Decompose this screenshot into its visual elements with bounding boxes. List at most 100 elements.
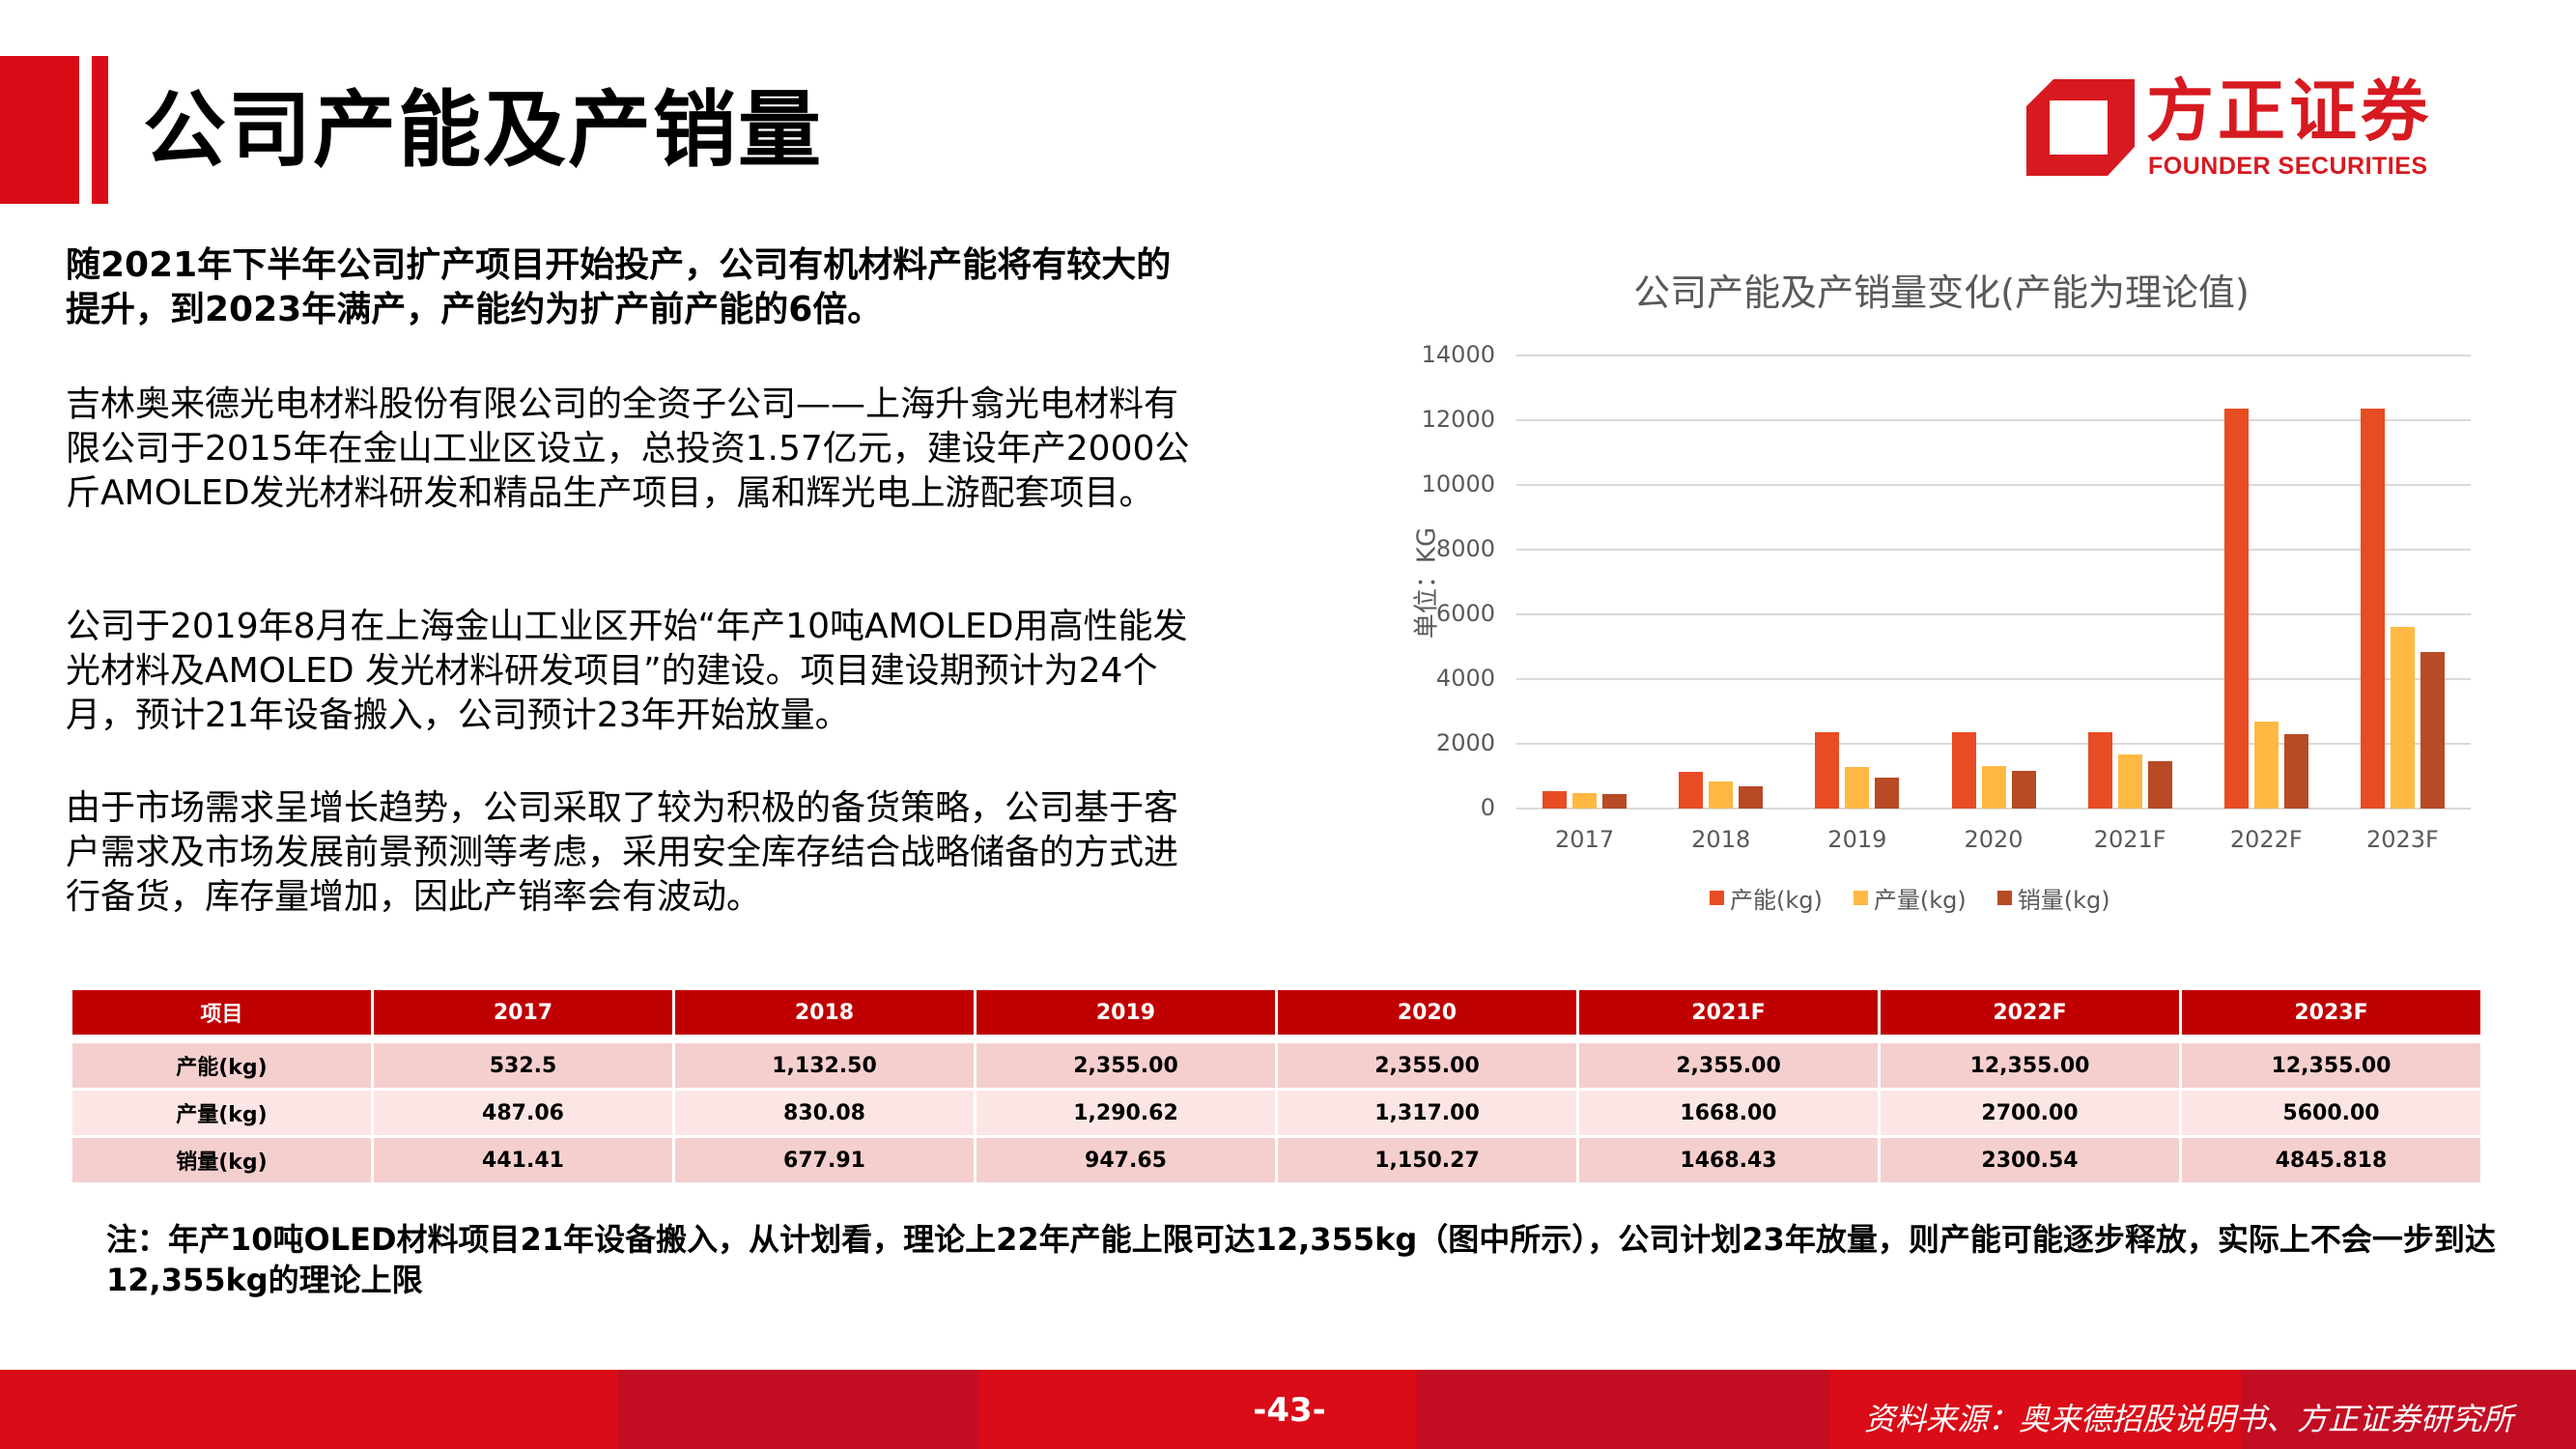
paragraph-project: 公司于2019年8月在上海金山工业区开始“年产10吨AMOLED用高性能发光材料… bbox=[66, 605, 1196, 738]
bar bbox=[1572, 792, 1598, 809]
table-cell: 2,355.00 bbox=[1278, 1043, 1576, 1088]
bar bbox=[1739, 786, 1764, 809]
table-cell: 产量(kg) bbox=[72, 1091, 371, 1135]
table-cell: 1,317.00 bbox=[1278, 1091, 1576, 1135]
y-tick-label: 14000 bbox=[1421, 341, 1495, 368]
bar bbox=[1951, 732, 1976, 809]
paragraph-inventory: 由于市场需求呈增长趋势，公司采取了较为积极的备货策略，公司基于客户需求及市场发展… bbox=[66, 786, 1196, 920]
table-header-cell: 2020 bbox=[1278, 990, 1576, 1035]
legend-swatch-icon bbox=[1710, 891, 1724, 905]
table-header-cell: 2023F bbox=[2182, 990, 2480, 1035]
bar bbox=[1845, 766, 1870, 809]
gridline bbox=[1516, 355, 2471, 356]
table-cell: 947.65 bbox=[977, 1138, 1275, 1182]
table-cell: 销量(kg) bbox=[72, 1138, 371, 1182]
paragraph-text: 吉林奥来德光电材料股份有限公司的全资子公司——上海升翕光电材料有限公司于2015… bbox=[66, 384, 1190, 513]
gridline bbox=[1516, 419, 2471, 421]
table-cell: 2,355.00 bbox=[977, 1043, 1275, 1088]
bar bbox=[1875, 778, 1900, 809]
bar bbox=[2390, 627, 2415, 809]
x-tick-label: 2023F bbox=[2365, 826, 2439, 853]
bar bbox=[2087, 732, 2112, 809]
bar bbox=[2011, 771, 2036, 809]
page-title: 公司产能及产销量 bbox=[143, 82, 823, 179]
table-cell: 2700.00 bbox=[1881, 1091, 2179, 1135]
header-red-block bbox=[0, 56, 79, 204]
table-row: 产能(kg) 532.5 1,132.50 2,355.00 2,355.00 … bbox=[72, 1043, 2480, 1088]
capacity-table: 项目 2017 2018 2019 2020 2021F 2022F 2023F… bbox=[70, 987, 2483, 1185]
table-cell: 532.5 bbox=[374, 1043, 672, 1088]
table-cell: 1,132.50 bbox=[675, 1043, 974, 1088]
gridline bbox=[1516, 484, 2471, 486]
header-red-stripe bbox=[92, 56, 108, 204]
lead-paragraph: 随2021年下半年公司扩产项目开始投产，公司有机材料产能将有较大的提升，到202… bbox=[66, 243, 1196, 332]
table-cell: 12,355.00 bbox=[2182, 1043, 2480, 1088]
bar bbox=[2360, 409, 2385, 809]
x-tick-label: 2022F bbox=[2229, 826, 2303, 853]
bar bbox=[2283, 733, 2308, 809]
gridline bbox=[1516, 808, 2471, 810]
table-cell: 1,290.62 bbox=[977, 1091, 1275, 1135]
footer-band bbox=[0, 1370, 2576, 1449]
founder-securities-logo: 方正证券 FOUNDER SECURITIES bbox=[2021, 68, 2455, 184]
y-tick-label: 8000 bbox=[1435, 535, 1495, 562]
bar bbox=[1602, 794, 1628, 809]
table-cell: 2300.54 bbox=[1881, 1138, 2179, 1182]
bar bbox=[1981, 765, 2006, 809]
table-cell: 677.91 bbox=[675, 1138, 974, 1182]
legend-label: 产量(kg) bbox=[1873, 887, 1967, 914]
table-cell: 5600.00 bbox=[2182, 1091, 2480, 1135]
chart-title: 公司产能及产销量变化(产能为理论值) bbox=[1633, 271, 2250, 314]
lead-text: 随2021年下半年公司扩产项目开始投产，公司有机材料产能将有较大的提升，到202… bbox=[66, 245, 1172, 329]
y-tick-label: 0 bbox=[1480, 794, 1495, 821]
table-cell: 4845.818 bbox=[2182, 1138, 2480, 1182]
table-cell: 1468.43 bbox=[1579, 1138, 1878, 1182]
logo-english-name: FOUNDER SECURITIES bbox=[2148, 153, 2428, 180]
legend-label: 产能(kg) bbox=[1730, 887, 1823, 914]
logo-chinese-name: 方正证券 bbox=[2146, 71, 2432, 151]
gridline bbox=[1516, 743, 2471, 745]
page-number: -43- bbox=[1253, 1391, 1326, 1430]
gridline bbox=[1516, 549, 2471, 551]
x-tick-label: 2021F bbox=[2093, 826, 2166, 853]
x-tick-label: 2017 bbox=[1555, 826, 1615, 853]
table-cell: 487.06 bbox=[374, 1091, 672, 1135]
table-header-cell: 项目 bbox=[72, 990, 371, 1035]
table-header-row: 项目 2017 2018 2019 2020 2021F 2022F 2023F bbox=[72, 990, 2480, 1035]
paragraph-text: 由于市场需求呈增长趋势，公司采取了较为积极的备货策略，公司基于客户需求及市场发展… bbox=[66, 788, 1179, 917]
bar bbox=[1709, 781, 1734, 809]
legend-swatch-icon bbox=[1853, 891, 1868, 905]
table-header-cell: 2021F bbox=[1579, 990, 1878, 1035]
legend-item-sales: 销量(kg) bbox=[1996, 881, 2110, 915]
table-header-cell: 2022F bbox=[1881, 990, 2179, 1035]
table-header-cell: 2019 bbox=[977, 990, 1275, 1035]
table-cell: 830.08 bbox=[675, 1091, 974, 1135]
source-citation: 资料来源：奥来德招股说明书、方正证券研究所 bbox=[1864, 1401, 2514, 1437]
legend-item-output: 产量(kg) bbox=[1853, 881, 1967, 915]
table-row: 产量(kg) 487.06 830.08 1,290.62 1,317.00 1… bbox=[72, 1091, 2480, 1135]
table-cell: 12,355.00 bbox=[1881, 1043, 2179, 1088]
founder-logo-icon bbox=[2026, 79, 2135, 176]
bar bbox=[1679, 772, 1704, 809]
x-tick-label: 2020 bbox=[1964, 826, 2024, 853]
legend-swatch-icon bbox=[1996, 891, 2012, 905]
bar bbox=[2147, 760, 2172, 809]
y-tick-label: 10000 bbox=[1421, 470, 1495, 497]
y-tick-label: 12000 bbox=[1421, 406, 1495, 433]
bar bbox=[2117, 754, 2142, 809]
paragraph-text: 公司于2019年8月在上海金山工业区开始“年产10吨AMOLED用高性能发光材料… bbox=[66, 607, 1188, 735]
y-tick-label: 4000 bbox=[1435, 665, 1495, 692]
table-spacer bbox=[72, 1037, 2480, 1040]
table-header-cell: 2018 bbox=[675, 990, 974, 1035]
chart-legend: 产能(kg) 产量(kg) 销量(kg) bbox=[1710, 881, 2110, 915]
x-tick-label: 2018 bbox=[1691, 826, 1751, 853]
gridline bbox=[1516, 613, 2471, 615]
table-header-cell: 2017 bbox=[374, 990, 672, 1035]
legend-label: 销量(kg) bbox=[2017, 887, 2110, 914]
bar bbox=[2420, 651, 2445, 809]
table-row: 销量(kg) 441.41 677.91 947.65 1,150.27 146… bbox=[72, 1138, 2480, 1182]
table-cell: 1,150.27 bbox=[1278, 1138, 1576, 1182]
x-tick-label: 2019 bbox=[1827, 826, 1887, 853]
bar bbox=[2253, 721, 2279, 809]
paragraph-company: 吉林奥来德光电材料股份有限公司的全资子公司——上海升翕光电材料有限公司于2015… bbox=[66, 383, 1196, 516]
